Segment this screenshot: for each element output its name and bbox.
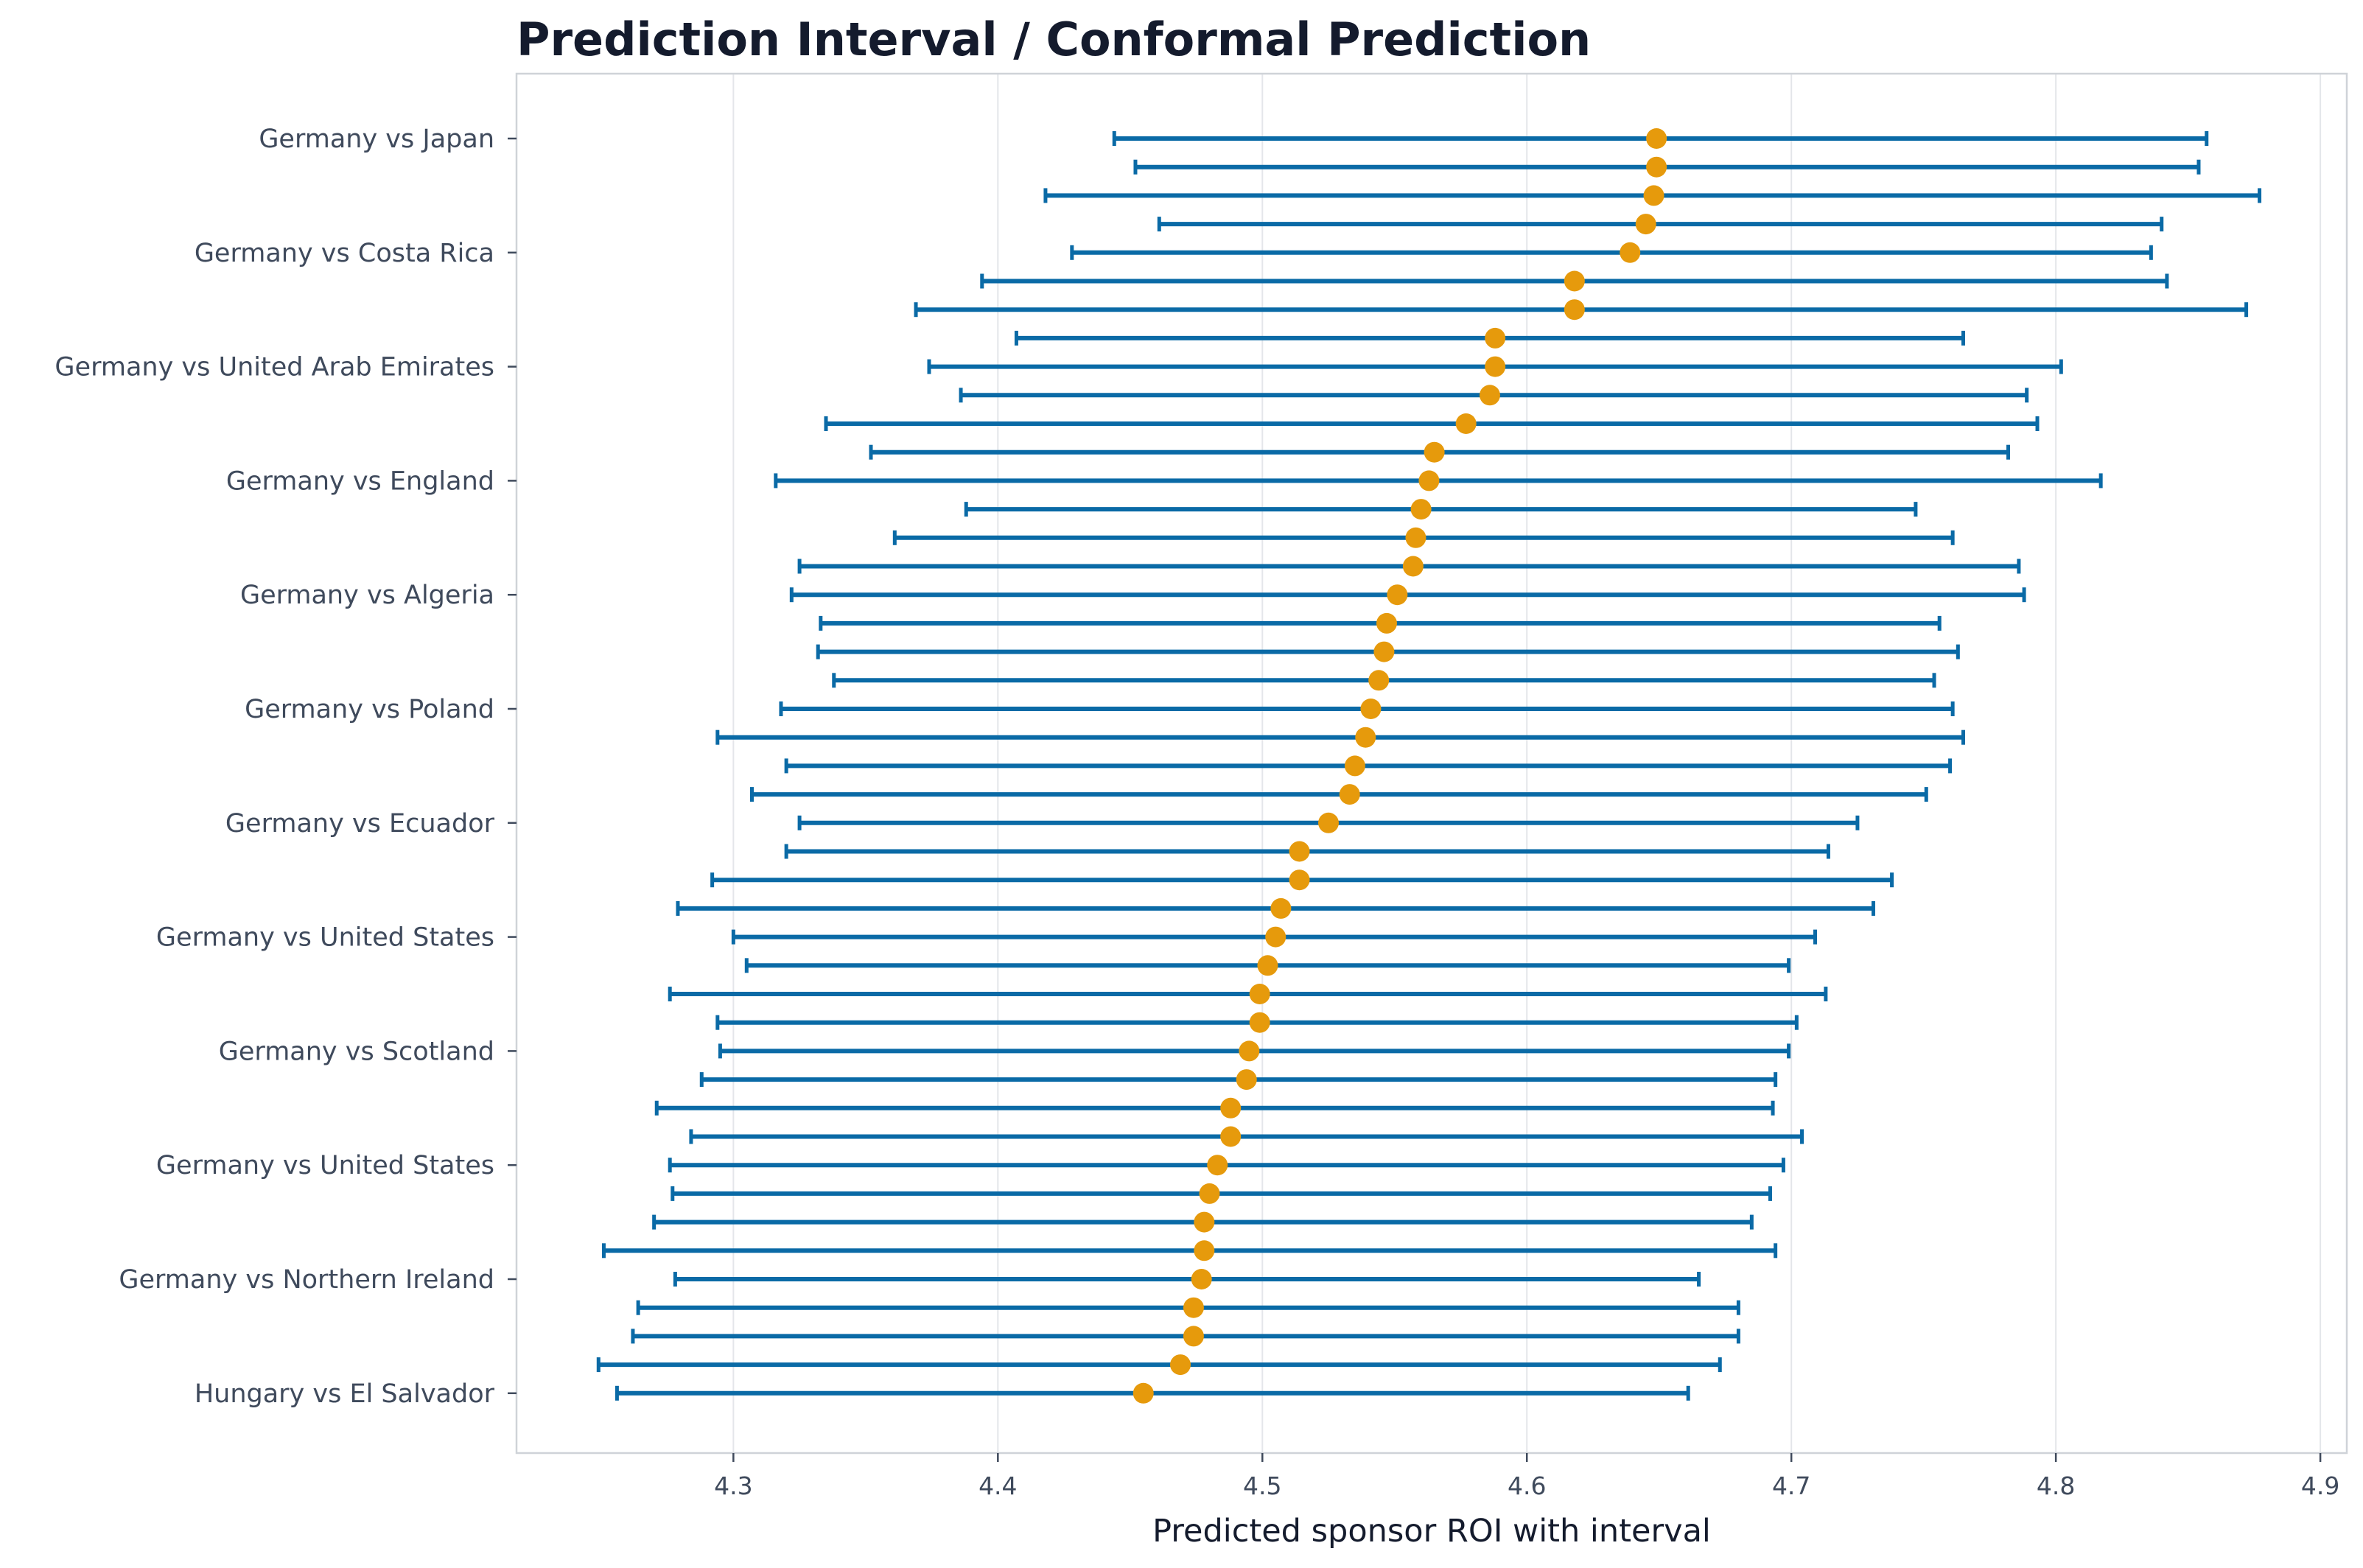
prediction-point [1355,727,1376,748]
prediction-point [1194,1240,1215,1261]
prediction-point [1424,441,1445,463]
x-axis-ticks: 4.3 4.4 4.5 4.6 4.7 4.8 4.9 [714,1453,2339,1500]
y-tick-label: Germany vs Poland [245,695,494,724]
prediction-point [1265,926,1286,948]
y-tick-label: Germany vs United States [156,923,494,953]
interval-bars [596,131,2262,1401]
y-tick-label: Germany vs Scotland [219,1037,494,1066]
prediction-point [1635,214,1656,235]
prediction-point [1249,984,1270,1004]
prediction-points [1133,128,1667,1404]
prediction-point [1485,327,1506,349]
prediction-point [1257,955,1278,976]
x-tick-label: 4.3 [714,1471,752,1500]
prediction-point [1289,869,1310,891]
prediction-point [1339,784,1360,805]
y-tick-label: Germany vs Costa Rica [195,239,494,268]
y-tick-label: Germany vs Ecuador [225,809,495,839]
prediction-point [1373,641,1395,662]
grid-lines [732,74,2322,1453]
prediction-point [1376,612,1397,634]
prediction-point [1194,1211,1215,1233]
prediction-point [1646,156,1667,178]
prediction-point [1239,1040,1260,1062]
prediction-point [1289,841,1310,862]
x-axis-label: Predicted sponsor ROI with interval [1152,1513,1711,1550]
prediction-point [1387,584,1408,606]
prediction-point [1270,897,1292,919]
x-tick-label: 4.5 [1243,1471,1281,1500]
y-tick-label: Germany vs Northern Ireland [119,1265,494,1295]
y-tick-label: Germany vs United Arab Emirates [55,353,494,382]
prediction-point [1220,1126,1242,1147]
x-tick-label: 4.9 [2301,1471,2339,1500]
prediction-point [1455,413,1477,434]
chart-title: Prediction Interval / Conformal Predicti… [517,13,1591,66]
x-tick-label: 4.7 [1772,1471,1810,1500]
x-tick-label: 4.6 [1508,1471,1546,1500]
y-tick-label: Germany vs England [226,466,494,496]
prediction-point [1479,385,1500,406]
prediction-point [1199,1183,1220,1204]
plot-frame [515,72,2348,1455]
prediction-point [1485,356,1506,377]
prediction-point [1207,1155,1228,1176]
prediction-point [1133,1382,1154,1404]
prediction-point [1643,185,1664,206]
prediction-point [1236,1069,1257,1091]
prediction-point [1620,242,1641,263]
prediction-point [1318,812,1340,833]
prediction-point [1368,670,1390,691]
prediction-point [1220,1097,1242,1119]
prediction-point [1646,128,1667,149]
y-tick-label: Germany vs United States [156,1151,494,1180]
y-tick-label: Germany vs Algeria [240,581,494,610]
prediction-point [1183,1297,1204,1318]
prediction-point [1169,1354,1191,1376]
x-tick-label: 4.8 [2037,1471,2075,1500]
y-tick-label: Germany vs Japan [259,125,494,154]
prediction-point [1191,1269,1212,1289]
y-tick-label: Hungary vs El Salvador [195,1379,495,1409]
prediction-point [1183,1326,1204,1347]
prediction-point [1564,270,1585,292]
prediction-point [1418,470,1440,491]
prediction-point [1360,699,1382,719]
x-tick-label: 4.4 [979,1471,1017,1500]
prediction-point [1410,499,1432,520]
prediction-point [1564,299,1585,321]
y-axis-ticks: Germany vs Japan Germany vs Costa Rica Ger… [55,125,517,1409]
prediction-point [1344,755,1365,777]
prediction-point [1405,527,1426,548]
prediction-point [1402,556,1424,577]
prediction-point [1249,1012,1270,1033]
